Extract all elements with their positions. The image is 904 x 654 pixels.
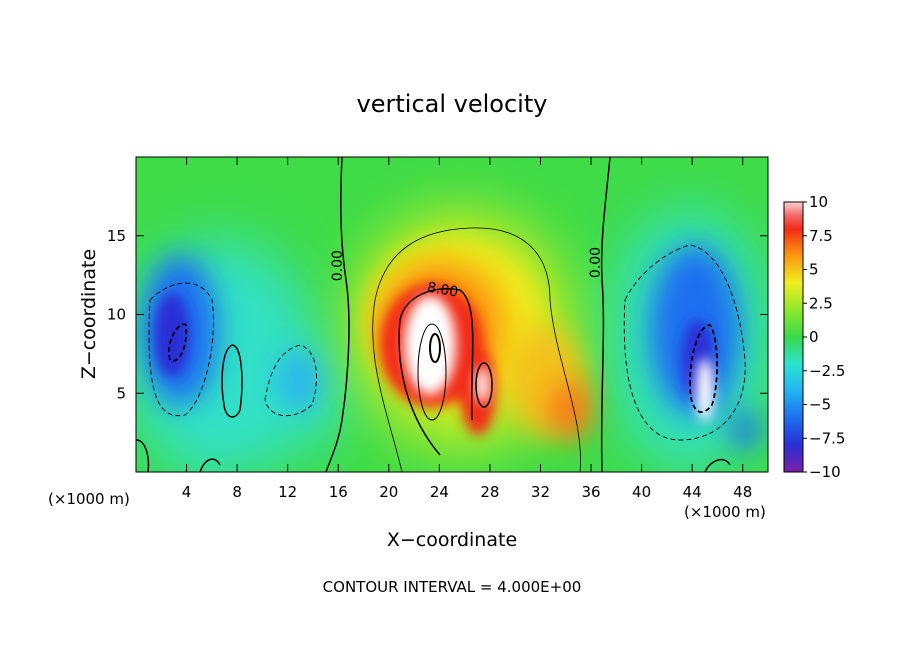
colorbar: 10 7.5 5 2.5 0 −2.5 −5 −7.5 −10: [783, 193, 845, 481]
x-tick-label: 20: [379, 483, 398, 501]
y-tick-label: 10: [107, 306, 126, 324]
contour-label: 0.00: [588, 247, 604, 278]
x-tick-label: 48: [733, 483, 752, 501]
x-axis-label: X−coordinate: [387, 529, 517, 551]
x-tick-label: 24: [430, 483, 449, 501]
x-tick-label: 28: [480, 483, 499, 501]
x-unit-left: (×1000 m): [48, 490, 130, 508]
y-tick-label: 5: [116, 384, 126, 402]
contour-interval-note: CONTOUR INTERVAL = 4.000E+00: [323, 578, 582, 596]
x-tick-label: 12: [278, 483, 297, 501]
colorbar-tick-label: 10: [809, 193, 828, 211]
colorbar-tick-label: −5: [809, 396, 831, 414]
colorbar-ticks: 10 7.5 5 2.5 0 −2.5 −5 −7.5 −10: [803, 193, 845, 481]
x-axis: 4 8 12 16 20 24 28 32 36 40 44 48: [182, 157, 752, 501]
contour-labels: 0.00 8.00 0.00: [330, 247, 604, 301]
x-tick-label: 16: [329, 483, 348, 501]
colorbar-tick-label: 0: [809, 328, 819, 346]
chart-title: vertical velocity: [357, 90, 548, 118]
y-axis-label: Z−coordinate: [78, 249, 100, 379]
contour-label: 8.00: [426, 280, 459, 301]
y-axis: 5 10 15: [107, 227, 768, 402]
colorbar-tick-label: 7.5: [809, 227, 833, 245]
colorbar-tick-label: 5: [809, 261, 819, 279]
x-tick-label: 40: [632, 483, 651, 501]
x-tick-label: 36: [581, 483, 600, 501]
x-tick-label: 44: [683, 483, 702, 501]
x-tick-label: 8: [232, 483, 242, 501]
heatmap-field: [136, 157, 768, 472]
colorbar-tick-label: −10: [809, 463, 841, 481]
x-tick-label: 4: [182, 483, 192, 501]
contour-label: 0.00: [330, 250, 346, 281]
x-unit-right: (×1000 m): [684, 503, 766, 521]
x-tick-label: 32: [531, 483, 550, 501]
y-tick-label: 15: [107, 227, 126, 245]
colorbar-gradient: [783, 201, 804, 473]
colorbar-tick-label: −2.5: [809, 362, 845, 380]
colorbar-tick-label: 2.5: [809, 294, 833, 312]
colorbar-tick-label: −7.5: [809, 429, 845, 447]
